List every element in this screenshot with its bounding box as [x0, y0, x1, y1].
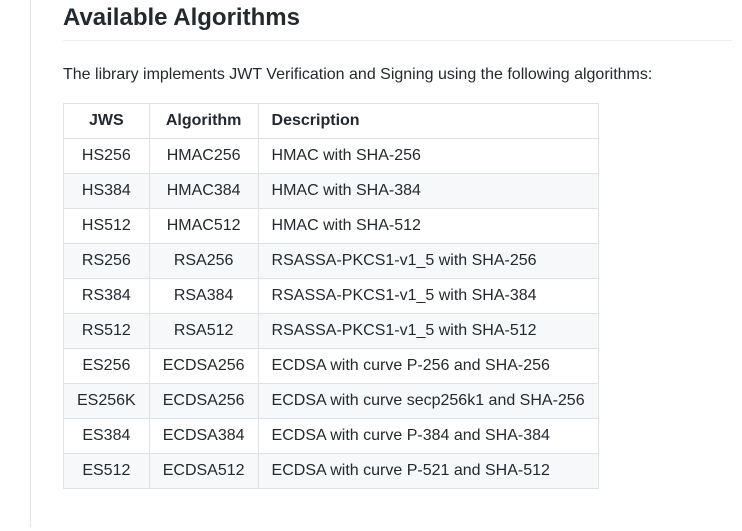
algorithms-table: JWS Algorithm Description HS256HMAC256HM… [63, 103, 599, 489]
table-row: HS256HMAC256HMAC with SHA-256 [64, 139, 599, 174]
table-row: ES384ECDSA384ECDSA with curve P-384 and … [64, 419, 599, 454]
table-cell: ES512 [64, 454, 150, 489]
table-cell: RSA256 [149, 244, 258, 279]
table-header-row: JWS Algorithm Description [64, 104, 599, 139]
table-cell: ES256K [64, 384, 150, 419]
table-cell: ECDSA512 [149, 454, 258, 489]
table-row: RS256RSA256RSASSA-PKCS1-v1_5 with SHA-25… [64, 244, 599, 279]
table-cell: HMAC384 [149, 174, 258, 209]
table-row: RS384RSA384RSASSA-PKCS1-v1_5 with SHA-38… [64, 279, 599, 314]
table-row: ES256ECDSA256ECDSA with curve P-256 and … [64, 349, 599, 384]
section-heading: Available Algorithms [63, 4, 732, 41]
table-cell: HMAC with SHA-384 [258, 174, 598, 209]
table-cell: RSA384 [149, 279, 258, 314]
table-cell: HMAC with SHA-512 [258, 209, 598, 244]
table-cell: RS512 [64, 314, 150, 349]
table-cell: ECDSA256 [149, 349, 258, 384]
table-cell: ECDSA with curve secp256k1 and SHA-256 [258, 384, 598, 419]
table-cell: ES384 [64, 419, 150, 454]
table-row: HS384HMAC384HMAC with SHA-384 [64, 174, 599, 209]
sidebar-border [30, 0, 31, 527]
table-cell: RS384 [64, 279, 150, 314]
table-row: ES256KECDSA256ECDSA with curve secp256k1… [64, 384, 599, 419]
table-cell: RSASSA-PKCS1-v1_5 with SHA-256 [258, 244, 598, 279]
table-header: Algorithm [149, 104, 258, 139]
table-cell: HS512 [64, 209, 150, 244]
table-cell: ECDSA with curve P-521 and SHA-512 [258, 454, 598, 489]
table-row: RS512RSA512RSASSA-PKCS1-v1_5 with SHA-51… [64, 314, 599, 349]
table-cell: ECDSA with curve P-384 and SHA-384 [258, 419, 598, 454]
table-cell: HS256 [64, 139, 150, 174]
table-cell: ES256 [64, 349, 150, 384]
table-row: HS512HMAC512HMAC with SHA-512 [64, 209, 599, 244]
section-description: The library implements JWT Verification … [63, 63, 732, 87]
table-cell: ECDSA with curve P-256 and SHA-256 [258, 349, 598, 384]
table-row: ES512ECDSA512ECDSA with curve P-521 and … [64, 454, 599, 489]
table-cell: HMAC with SHA-256 [258, 139, 598, 174]
table-cell: HMAC256 [149, 139, 258, 174]
table-cell: RSASSA-PKCS1-v1_5 with SHA-384 [258, 279, 598, 314]
table-cell: HMAC512 [149, 209, 258, 244]
table-header: Description [258, 104, 598, 139]
table-cell: ECDSA384 [149, 419, 258, 454]
table-cell: HS384 [64, 174, 150, 209]
table-header: JWS [64, 104, 150, 139]
table-cell: ECDSA256 [149, 384, 258, 419]
table-cell: RSASSA-PKCS1-v1_5 with SHA-512 [258, 314, 598, 349]
table-cell: RS256 [64, 244, 150, 279]
table-cell: RSA512 [149, 314, 258, 349]
content-area: Available Algorithms The library impleme… [0, 4, 742, 489]
